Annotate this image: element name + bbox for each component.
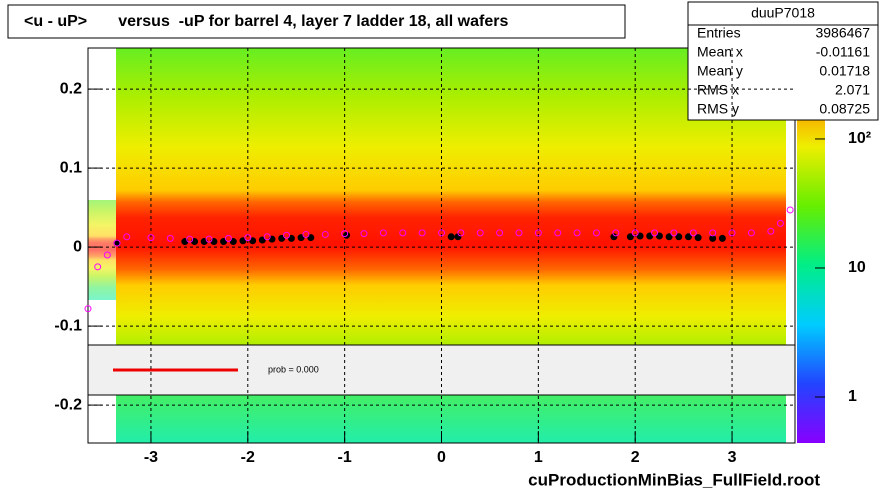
marker [447,233,455,241]
marker [302,230,310,238]
marker [457,229,465,237]
marker [573,229,581,237]
marker [496,229,504,237]
x-tick-label: -3 [144,449,158,466]
marker [418,229,426,237]
stats-title: duuP7018 [751,5,815,21]
marker [626,233,634,241]
marker [263,233,271,241]
marker [94,263,102,271]
x-tick-label: -2 [241,449,255,466]
marker [636,232,644,240]
marker [278,234,286,242]
marker [84,305,92,313]
marker [515,229,523,237]
marker [307,234,315,242]
marker [186,235,194,243]
z-tick-label: 10 [848,259,866,276]
y-tick-label: 0.2 [60,80,82,97]
marker [592,229,600,237]
y-tick-label: -0.1 [54,317,82,334]
y-tick-label: 0 [73,238,82,255]
marker [670,229,678,237]
y-tick-label: -0.2 [54,396,82,413]
marker [665,233,673,241]
marker [438,229,445,237]
marker [287,234,295,242]
stats-label: RMS y [697,101,739,117]
stats-label: Entries [697,25,741,41]
marker [297,234,305,242]
marker [239,237,247,245]
marker [534,229,542,237]
stats-value: -0.01161 [816,44,870,60]
chart-title: <u - uP> versus -uP for barrel 4, layer … [24,13,508,30]
marker [360,230,368,238]
x-tick-label: -1 [338,449,352,466]
marker [655,232,663,240]
z-tick-label: 10² [848,130,871,147]
marker [166,234,174,242]
marker [776,219,784,227]
marker [786,206,794,214]
x-tick-label: 1 [534,449,543,466]
y-tick-label: 0.1 [60,159,82,176]
marker [767,227,775,235]
marker [244,234,252,242]
marker [612,229,620,237]
marker [147,234,155,242]
stats-value: 2.071 [835,82,870,98]
marker [379,229,387,237]
marker [321,230,329,238]
marker [631,229,639,237]
stats-value: 3986467 [815,25,870,41]
heatmap-edge [88,200,116,300]
marker [610,233,618,241]
title-box [7,4,626,39]
legend-text: prob = 0.000 [268,364,319,374]
x-tick-label: 0 [437,449,446,466]
marker [689,229,697,237]
stats-label: Mean y [697,63,743,79]
marker [718,234,726,242]
marker [249,237,257,245]
marker [709,229,717,237]
x-tick-label: 2 [631,449,640,466]
marker [399,229,407,237]
marker [694,234,702,242]
stats-value: 0.08725 [819,101,870,117]
stats-label: RMS x [697,82,739,98]
marker [651,229,659,237]
x-tick-label: 3 [728,449,737,466]
marker [224,234,232,242]
marker [220,238,228,246]
marker [554,229,562,237]
marker [283,231,291,239]
marker [684,233,692,241]
marker [205,235,213,243]
marker [229,238,237,246]
marker [343,231,351,239]
z-tick-label: 1 [848,388,857,405]
footer: cuProductionMinBias_FullField.root [528,470,820,489]
marker [747,229,755,237]
stats-box [687,1,879,121]
marker [646,232,654,240]
marker [476,229,484,237]
marker [103,251,111,259]
marker [341,230,349,238]
marker [258,236,266,244]
stats-value: 0.01718 [819,63,870,79]
marker [675,233,683,241]
stats-label: Mean x [697,44,743,60]
marker [123,233,131,241]
marker [728,229,736,237]
marker [113,239,121,247]
